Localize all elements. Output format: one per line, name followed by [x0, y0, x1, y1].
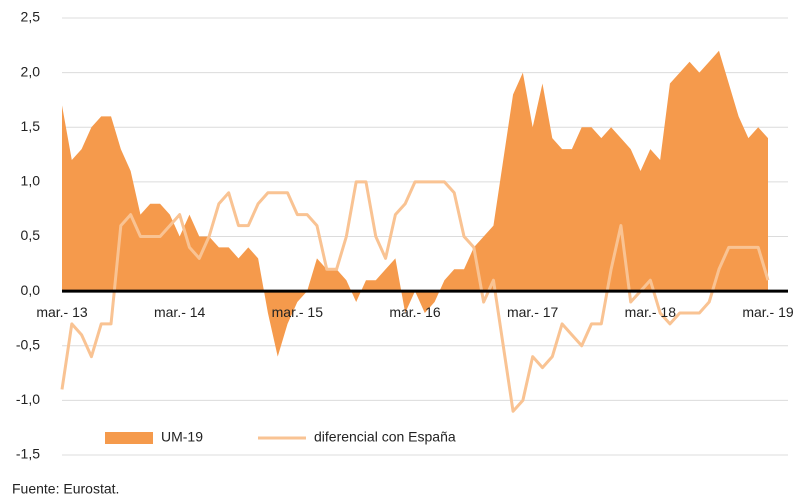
y-tick-label: 2,5 [21, 9, 41, 25]
y-tick-label: -1,5 [16, 446, 40, 462]
x-tick-label: mar.- 17 [507, 304, 559, 320]
legend-swatch [105, 432, 153, 444]
line [60, 180, 770, 413]
source-note: Fuente: Eurostat. [12, 481, 119, 497]
y-tick-label: 0,5 [21, 227, 41, 243]
area [62, 50, 768, 357]
x-tick-label: mar.- 16 [389, 304, 441, 320]
x-tick-label: mar.- 15 [272, 304, 324, 320]
x-tick-label: mar.- 19 [742, 304, 794, 320]
x-tick-label: mar.- 13 [36, 304, 88, 320]
x-tick-label: mar.- 18 [625, 304, 677, 320]
y-tick-label: 0,0 [21, 282, 41, 298]
y-tick-label: 2,0 [21, 63, 41, 79]
y-tick-label: 1,0 [21, 173, 41, 189]
y-tick-label: -1,0 [16, 391, 40, 407]
legend-label: UM-19 [161, 429, 203, 445]
x-tick-label: mar.- 14 [154, 304, 206, 320]
y-tick-label: 1,5 [21, 118, 41, 134]
legend-label: diferencial con España [314, 429, 456, 445]
y-tick-label: -0,5 [16, 336, 40, 352]
